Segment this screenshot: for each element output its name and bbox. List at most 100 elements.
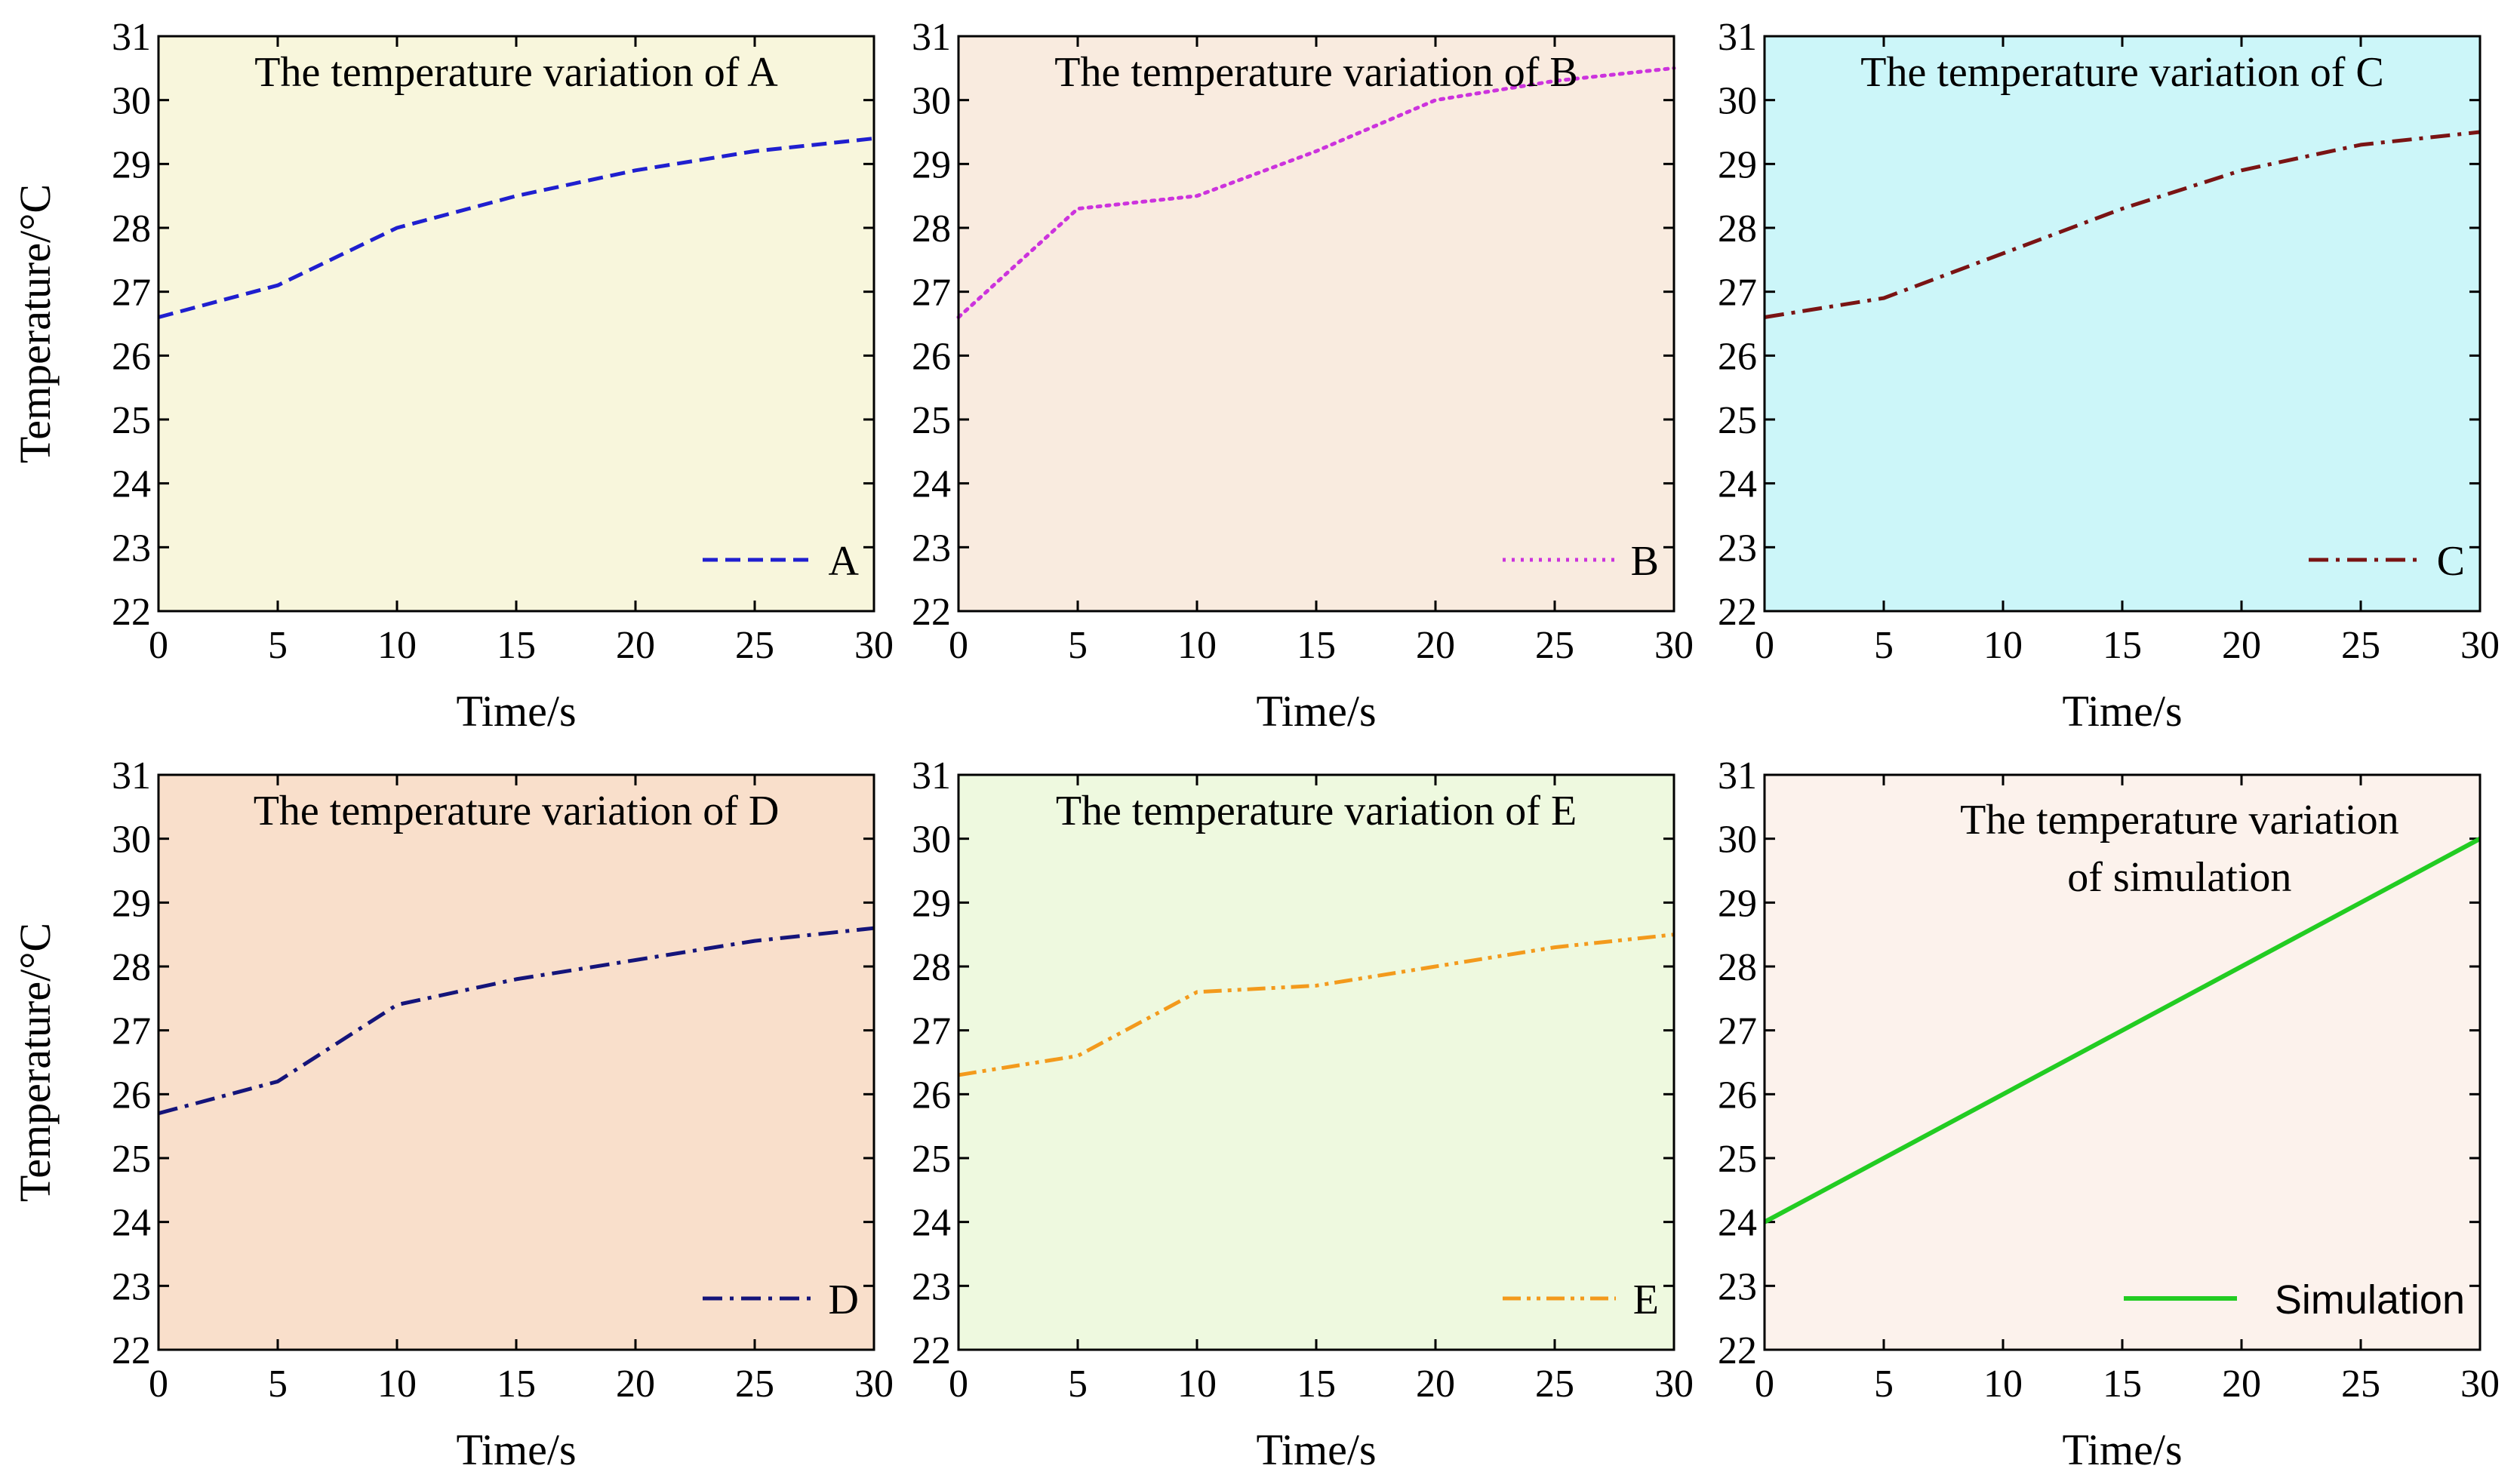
x-tick-label: 30 [1654, 1363, 1694, 1406]
y-tick-label: 27 [112, 1010, 151, 1053]
y-tick-label: 30 [912, 819, 951, 862]
chart-title: The temperature variation of D [254, 788, 780, 834]
x-axis-label: Time/s [456, 687, 576, 736]
plot-background [958, 36, 1674, 611]
y-tick-label: 26 [112, 335, 151, 378]
chart-title: The temperature variation of E [1056, 788, 1577, 834]
y-tick-label: 31 [1718, 16, 1757, 59]
y-tick-label: 22 [112, 591, 151, 634]
y-tick-label: 24 [112, 1202, 151, 1245]
x-axis-label: Time/s [1256, 687, 1376, 736]
y-tick-label: 26 [1718, 335, 1757, 378]
plot-frame [157, 35, 875, 613]
x-tick-label: 30 [854, 624, 894, 667]
y-tick-label: 26 [1718, 1074, 1757, 1117]
x-tick-label: 15 [497, 1363, 536, 1406]
chart-title: The temperature variation of C [1860, 49, 2384, 96]
y-tick-label: 25 [112, 1138, 151, 1181]
series-line [1763, 837, 2482, 1224]
series-line [158, 926, 875, 1116]
x-tick-label: 20 [1416, 624, 1455, 667]
y-tick-label: 23 [112, 527, 151, 570]
chart-panel: 22 23 24 25 26 27 28 29 30 31 0 5 10 15 20 25 30 D The tem… [11, 754, 894, 1474]
legend-label: A [829, 538, 860, 585]
y-tick-label: 31 [912, 16, 951, 59]
x-tick-label: 25 [1535, 624, 1574, 667]
y-tick-label: 22 [112, 1329, 151, 1372]
y-tick-label: 23 [1718, 1265, 1757, 1308]
y-tick-label: 28 [112, 207, 151, 250]
x-tick-label: 5 [1874, 1363, 1894, 1406]
y-tick-label: 25 [1718, 399, 1757, 442]
x-tick-label: 5 [1068, 1363, 1088, 1406]
chart-panel: 22 23 24 25 26 27 28 29 30 31 0 5 10 15 20 25 30 Simulati… [1718, 754, 2500, 1474]
y-tick-label: 24 [1718, 1202, 1757, 1245]
y-tick-label: 23 [1718, 527, 1757, 570]
y-tick-label: 24 [912, 1202, 951, 1245]
x-tick-label: 5 [268, 1363, 288, 1406]
x-tick-label: 30 [854, 1363, 894, 1406]
plot-frame [1763, 35, 2482, 613]
y-tick-label: 26 [912, 335, 951, 378]
x-tick-label: 0 [949, 624, 968, 667]
x-tick-label: 25 [1535, 1363, 1574, 1406]
y-tick-label: 22 [912, 1329, 951, 1372]
x-tick-label: 10 [1177, 624, 1217, 667]
x-tick-label: 20 [616, 1363, 655, 1406]
x-tick-label: 20 [2222, 1363, 2261, 1406]
y-tick-label: 22 [1718, 1329, 1757, 1372]
y-tick-label: 25 [112, 399, 151, 442]
x-axis-label: Time/s [2062, 687, 2182, 736]
y-tick-label: 30 [1718, 819, 1757, 862]
y-tick-label: 31 [912, 754, 951, 797]
x-tick-label: 30 [2460, 1363, 2500, 1406]
y-tick-label: 24 [912, 463, 951, 506]
x-tick-label: 10 [377, 624, 417, 667]
legend-label: E [1633, 1277, 1659, 1323]
series-line [1764, 130, 2481, 319]
y-tick-label: 29 [1718, 882, 1757, 925]
x-tick-label: 10 [1177, 1363, 1217, 1406]
plot-background [1765, 36, 2480, 611]
chart-title: The temperature variation of A [254, 49, 778, 96]
x-tick-label: 5 [268, 624, 288, 667]
y-tick-label: 25 [912, 399, 951, 442]
plot-background [158, 775, 874, 1350]
x-tick-label: 30 [1654, 624, 1694, 667]
legend-label: Simulation [2275, 1277, 2465, 1323]
legend-label: C [2437, 538, 2465, 585]
y-tick-label: 25 [1718, 1138, 1757, 1181]
y-tick-label: 27 [112, 272, 151, 315]
series-line [956, 66, 1676, 319]
x-tick-label: 25 [2341, 1363, 2380, 1406]
plot-background [158, 36, 874, 611]
y-tick-label: 24 [112, 463, 151, 506]
x-tick-label: 25 [735, 624, 774, 667]
y-tick-label: 22 [912, 591, 951, 634]
y-tick-label: 30 [912, 80, 951, 123]
chart-title: of simulation [2067, 854, 2291, 901]
x-tick-label: 5 [1068, 624, 1088, 667]
x-axis-label: Time/s [1256, 1425, 1376, 1474]
y-tick-label: 29 [1718, 143, 1757, 186]
y-tick-label: 28 [912, 946, 951, 989]
x-tick-label: 15 [2103, 1363, 2142, 1406]
y-tick-label: 28 [112, 946, 151, 989]
x-tick-label: 5 [1874, 624, 1894, 667]
y-tick-label: 25 [912, 1138, 951, 1181]
y-tick-label: 23 [912, 527, 951, 570]
x-tick-label: 20 [1416, 1363, 1455, 1406]
x-tick-label: 15 [1297, 1363, 1336, 1406]
legend-label: D [829, 1277, 859, 1323]
y-tick-label: 26 [912, 1074, 951, 1117]
y-tick-label: 29 [912, 143, 951, 186]
x-tick-label: 10 [1983, 1363, 2023, 1406]
y-axis-label: Temperature/°C [11, 923, 60, 1202]
y-tick-label: 29 [112, 882, 151, 925]
chart-panel: 22 23 24 25 26 27 28 29 30 31 0 5 10 15 20 25 30 E The tem… [912, 754, 1694, 1474]
y-tick-label: 27 [1718, 272, 1757, 315]
y-tick-label: 23 [112, 1265, 151, 1308]
x-tick-label: 0 [949, 1363, 968, 1406]
y-tick-label: 29 [912, 882, 951, 925]
